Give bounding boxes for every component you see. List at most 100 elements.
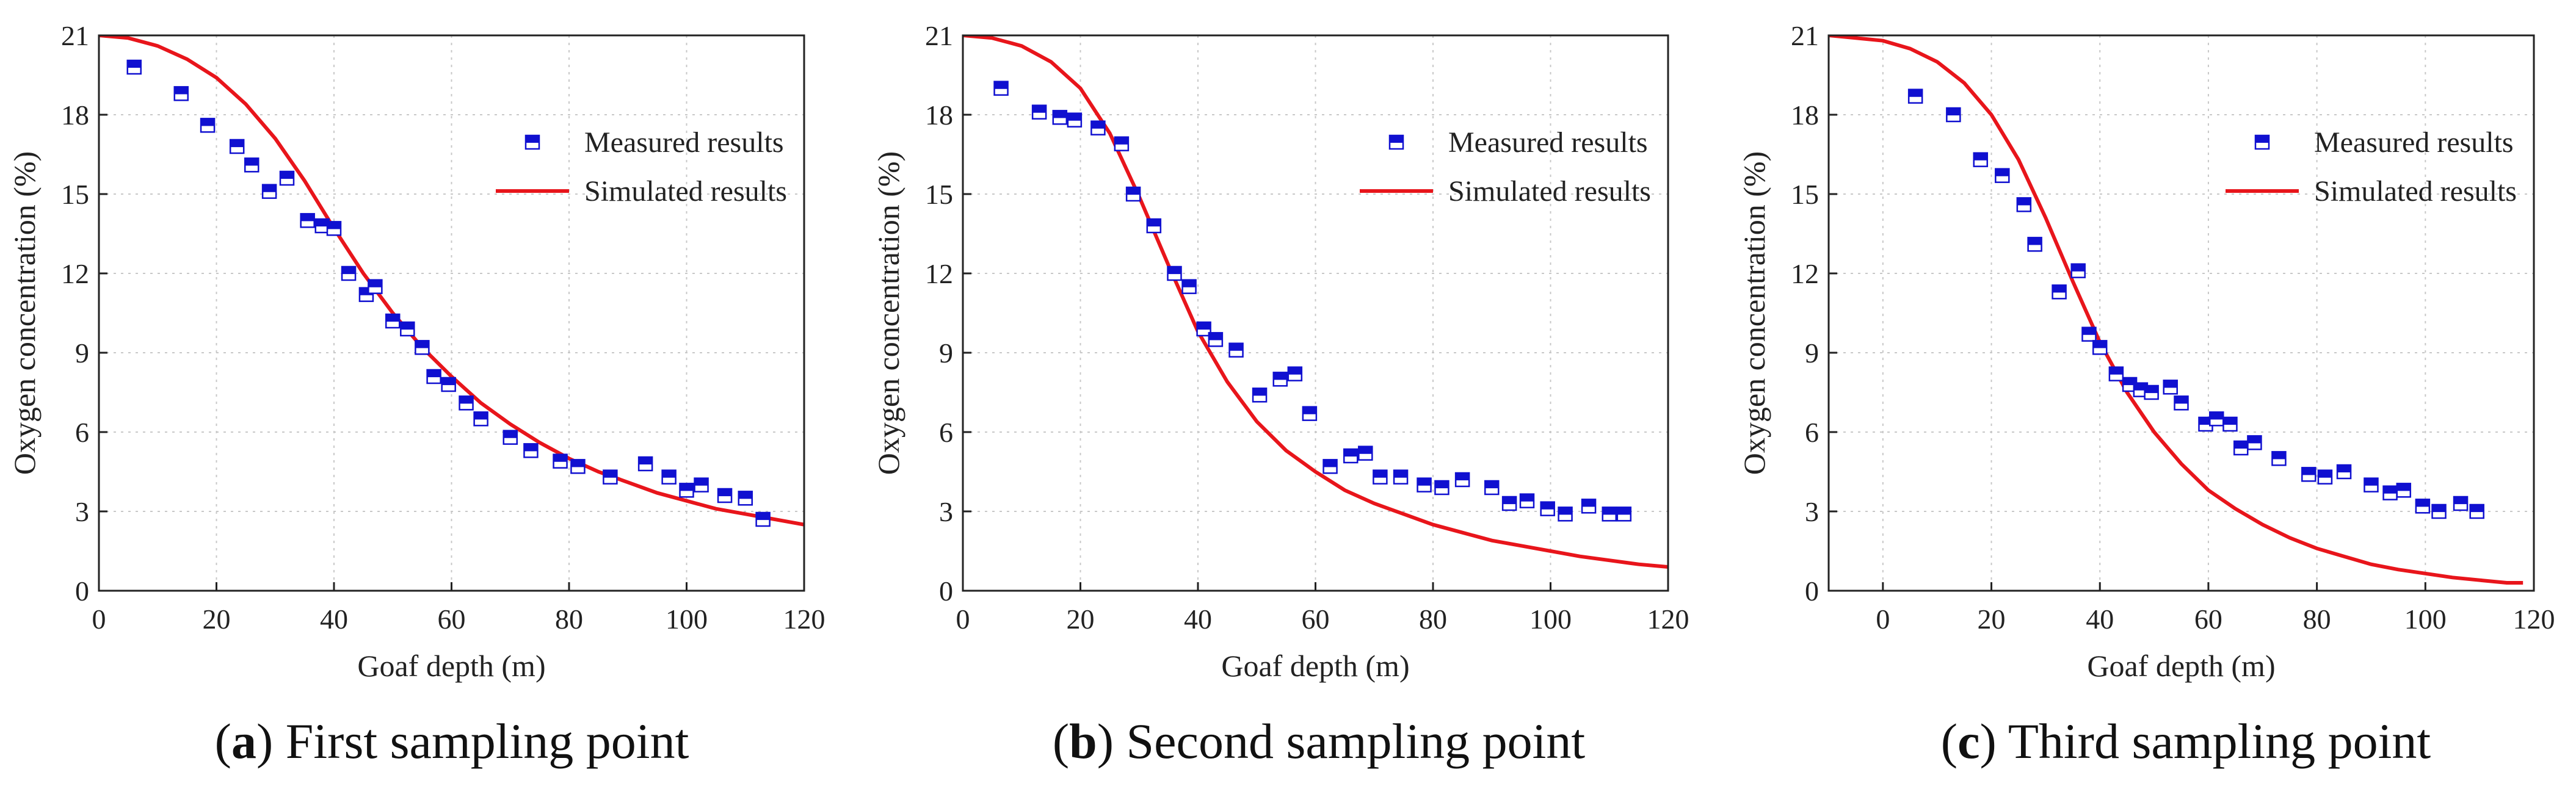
caption-b: (b) Second sampling point [1052,713,1586,769]
data-point-measured [341,265,357,281]
data-point-measured [300,213,315,228]
caption-c-letter: c [1957,713,1980,769]
data-point-fill [662,470,676,478]
data-point-measured [1393,469,1409,485]
data-point-fill [2052,285,2066,293]
legend-marker-measured [524,134,540,150]
data-point-fill [1229,343,1243,351]
data-point-measured [1146,218,1162,234]
data-point-measured [2336,464,2352,480]
data-point-measured [1484,480,1500,496]
data-point-measured [1995,168,2010,183]
data-point-measured [2163,380,2178,395]
legend-label-simulated: Simulated results [584,175,787,207]
data-point-fill [1973,153,1987,160]
data-point-fill [1253,388,1267,396]
data-point-measured [173,86,189,101]
y-tick-label: 0 [1805,575,1819,607]
data-point-fill [1373,470,1387,478]
data-point-measured [738,491,753,506]
y-tick-label: 3 [75,496,89,527]
data-point-measured [1287,366,1303,381]
data-point-fill [1503,497,1517,505]
data-point-fill [2396,483,2411,491]
data-point-fill [524,444,538,452]
data-point-fill [1053,110,1067,118]
data-point-fill [1273,372,1287,380]
data-point-fill [459,396,473,404]
legend-label-simulated: Simulated results [1448,175,1651,207]
data-point-measured [229,139,245,154]
data-point-measured [400,321,415,337]
data-point-fill [553,454,567,462]
data-point-fill [263,184,277,192]
data-point-measured [459,395,474,411]
caption-a-letter: a [231,713,256,769]
data-point-measured [993,81,1009,96]
x-tick-label: 0 [1876,604,1890,635]
y-tick-label: 0 [939,575,953,607]
caption-b-text: Second sampling point [1114,713,1586,769]
data-point-fill [2174,396,2188,404]
data-point-measured [244,157,259,173]
data-point-fill [1067,113,1081,121]
data-point-measured [2382,485,2398,500]
data-point-measured [126,59,142,75]
x-tick-label: 80 [1419,604,1447,635]
chart-panel-a: 0 20 40 60 80 100 120 0 3 6 9 12 15 18 21 Goaf depth (m… [7,20,825,683]
data-point-fill [1208,333,1222,341]
data-point-fill [680,483,694,491]
data-point-fill [1167,267,1181,275]
y-tick-label: 3 [939,496,953,527]
data-point-measured [1181,279,1197,294]
y-tick-label: 12 [61,258,89,289]
data-point-measured [523,443,539,458]
data-point-fill [603,470,617,478]
data-point-fill [2199,417,2213,425]
y-tick-label: 0 [75,575,89,607]
data-point-measured [1581,499,1597,514]
data-point-fill [1091,121,1105,129]
data-point-fill [401,322,415,330]
data-point-fill [2028,237,2042,245]
data-point-measured [2233,440,2249,456]
data-point-measured [1052,110,1068,125]
y-tick-label: 21 [1791,20,1819,51]
series-line-simulated [99,35,804,527]
x-tick-label: 60 [438,604,466,635]
data-point-measured [1519,493,1535,508]
data-point-measured [1501,496,1517,511]
data-point-fill [1540,502,1555,510]
data-point-measured [1228,342,1244,358]
x-tick-label: 0 [956,604,970,635]
caption-b-letter: b [1069,713,1097,769]
data-point-fill [2123,378,2137,386]
data-point-fill [441,378,455,386]
x-tick-label: 120 [783,604,825,635]
data-point-measured [2092,340,2108,355]
data-point-measured [2174,395,2189,411]
data-point-fill [2383,486,2397,494]
data-point-fill [694,478,708,486]
y-tick-label: 6 [75,417,89,448]
data-point-fill [1197,322,1211,330]
data-point-fill [1127,187,1141,195]
data-point-measured [279,170,295,186]
data-point-measured [441,377,456,392]
data-point-measured [1602,507,1617,522]
y-tick-label: 18 [61,99,89,131]
data-point-fill [1558,507,1572,515]
data-point-fill [2071,264,2085,272]
y-tick-label: 9 [75,337,89,369]
y-tick-label: 15 [1791,179,1819,210]
data-point-measured [1343,448,1359,464]
x-tick-label: 40 [2086,604,2114,635]
y-axis-label: Oxygen concentration (%) [7,151,42,475]
data-point-measured [1907,88,1923,104]
data-point-measured [2070,263,2086,278]
data-point-measured [661,469,677,485]
data-point-fill [1417,478,1431,486]
data-point-fill [2454,497,2468,505]
data-point-measured [1252,388,1268,403]
data-point-measured [694,477,709,492]
